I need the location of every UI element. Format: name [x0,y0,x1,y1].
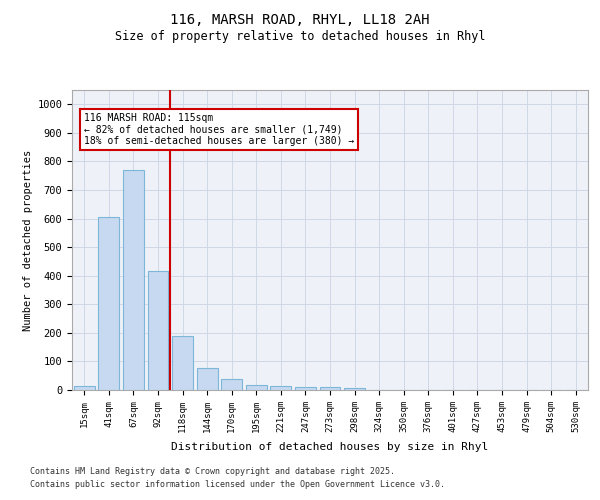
Bar [344,388,365,390]
Text: Distribution of detached houses by size in Rhyl: Distribution of detached houses by size … [172,442,488,452]
Bar [295,386,316,390]
Bar [320,387,340,390]
Text: 116, MARSH ROAD, RHYL, LL18 2AH: 116, MARSH ROAD, RHYL, LL18 2AH [170,12,430,26]
Bar [246,385,267,390]
Y-axis label: Number of detached properties: Number of detached properties [23,150,33,330]
Bar [271,386,292,390]
Bar [74,386,95,390]
Bar [98,217,119,390]
Text: Contains public sector information licensed under the Open Government Licence v3: Contains public sector information licen… [30,480,445,489]
Bar [123,170,144,390]
Bar [221,380,242,390]
Bar [197,368,218,390]
Text: Contains HM Land Registry data © Crown copyright and database right 2025.: Contains HM Land Registry data © Crown c… [30,467,395,476]
Bar [148,272,169,390]
Text: 116 MARSH ROAD: 115sqm
← 82% of detached houses are smaller (1,749)
18% of semi-: 116 MARSH ROAD: 115sqm ← 82% of detached… [84,113,355,146]
Bar [172,336,193,390]
Text: Size of property relative to detached houses in Rhyl: Size of property relative to detached ho… [115,30,485,43]
